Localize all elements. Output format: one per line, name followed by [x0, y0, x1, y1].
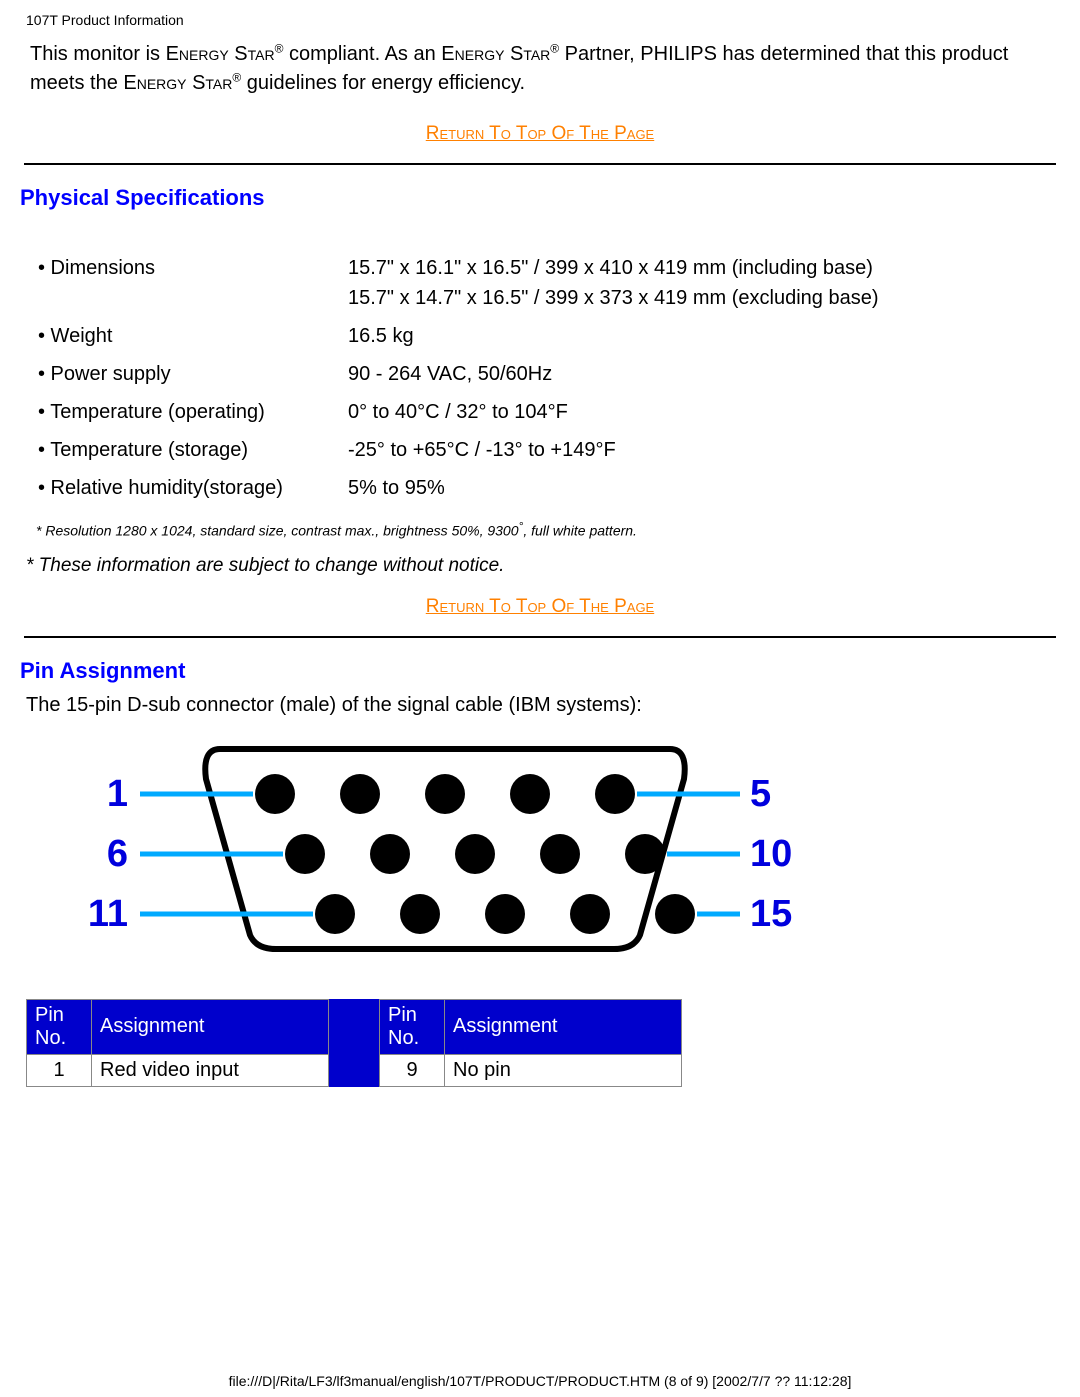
intro-text: compliant. As an	[283, 43, 441, 65]
assignment-header: Assignment	[92, 999, 329, 1054]
spec-label: • Power supply	[38, 359, 348, 389]
page-header: 107T Product Information	[0, 0, 1080, 32]
philips-text: PHILIPS	[640, 43, 717, 65]
return-link-wrap: Return To Top Of The Page	[0, 110, 1080, 159]
spec-label: • Temperature (operating)	[38, 397, 348, 427]
reg-mark: ®	[232, 70, 241, 84]
pin-no-header: PinNo.	[27, 999, 92, 1054]
intro-text: guidelines for energy efficiency.	[241, 72, 525, 94]
footnote-resolution: * Resolution 1280 x 1024, standard size,…	[0, 513, 1080, 543]
footnote-change: * These information are subject to chang…	[0, 543, 1080, 583]
spec-row: • Temperature (storage)-25° to +65°C / -…	[38, 431, 1056, 469]
pin-table-left: PinNo. Assignment 1Red video input	[26, 999, 329, 1087]
section-title-pin: Pin Assignment	[0, 642, 1080, 688]
svg-text:15: 15	[750, 893, 792, 935]
spec-row: • Dimensions15.7" x 16.1" x 16.5" / 399 …	[38, 249, 1056, 317]
spec-value: 5% to 95%	[348, 473, 1056, 503]
spec-value: 0° to 40°C / 32° to 104°F	[348, 397, 1056, 427]
svg-text:10: 10	[750, 833, 792, 875]
spec-value: 16.5 kg	[348, 321, 1056, 351]
svg-text:5: 5	[750, 773, 771, 815]
svg-text:6: 6	[107, 833, 128, 875]
table-spacer	[329, 999, 379, 1087]
return-to-top-link[interactable]: Return To Top Of The Page	[426, 123, 654, 144]
footnote-text: * Resolution 1280 x 1024, standard size,…	[36, 523, 519, 539]
return-link-wrap: Return To Top Of The Page	[0, 583, 1080, 632]
spec-value: -25° to +65°C / -13° to +149°F	[348, 435, 1056, 465]
footnote-text: , full white pattern.	[523, 523, 637, 539]
svg-text:11: 11	[88, 893, 128, 935]
spec-value: 15.7" x 16.1" x 16.5" / 399 x 410 x 419 …	[348, 253, 1056, 313]
spec-table: • Dimensions15.7" x 16.1" x 16.5" / 399 …	[0, 215, 1080, 513]
pin-no-cell: 1	[27, 1054, 92, 1086]
spec-value: 90 - 264 VAC, 50/60Hz	[348, 359, 1056, 389]
pin-no-header: PinNo.	[380, 999, 445, 1054]
section-title-physical: Physical Specifications	[0, 169, 1080, 215]
energy-star-text: Energy Star	[441, 43, 550, 65]
reg-mark: ®	[550, 41, 559, 55]
pin-table-right: PinNo. Assignment 9No pin	[379, 999, 682, 1087]
intro-paragraph: This monitor is Energy Star® compliant. …	[0, 32, 1080, 110]
assignment-header: Assignment	[445, 999, 682, 1054]
spec-label: • Temperature (storage)	[38, 435, 348, 465]
svg-text:1: 1	[107, 773, 128, 815]
pin-description: The 15-pin D-sub connector (male) of the…	[0, 688, 1080, 729]
energy-star-text: Energy Star	[166, 43, 275, 65]
assignment-cell: No pin	[445, 1054, 682, 1086]
spec-row: • Power supply90 - 264 VAC, 50/60Hz	[38, 355, 1056, 393]
separator	[24, 163, 1056, 165]
spec-row: • Relative humidity(storage)5% to 95%	[38, 469, 1056, 507]
separator	[24, 636, 1056, 638]
pin-no-cell: 9	[380, 1054, 445, 1086]
spec-row: • Temperature (operating)0° to 40°C / 32…	[38, 393, 1056, 431]
assignment-cell: Red video input	[92, 1054, 329, 1086]
spec-label: • Dimensions	[38, 253, 348, 313]
intro-text: has	[717, 43, 755, 65]
spec-row: • Weight16.5 kg	[38, 317, 1056, 355]
page-footer: file:///D|/Rita/LF3/lf3manual/english/10…	[0, 1373, 1080, 1389]
table-row: 9No pin	[380, 1054, 682, 1086]
pin-table-container: PinNo. Assignment 1Red video input PinNo…	[0, 977, 1080, 1087]
spec-label: • Weight	[38, 321, 348, 351]
connector-diagram: 156101115	[0, 729, 1080, 977]
spec-label: • Relative humidity(storage)	[38, 473, 348, 503]
energy-star-text: Energy Star	[123, 72, 232, 94]
intro-text: Partner,	[559, 43, 640, 65]
return-to-top-link[interactable]: Return To Top Of The Page	[426, 596, 654, 617]
table-row: 1Red video input	[27, 1054, 329, 1086]
intro-text: This monitor is	[30, 43, 166, 65]
